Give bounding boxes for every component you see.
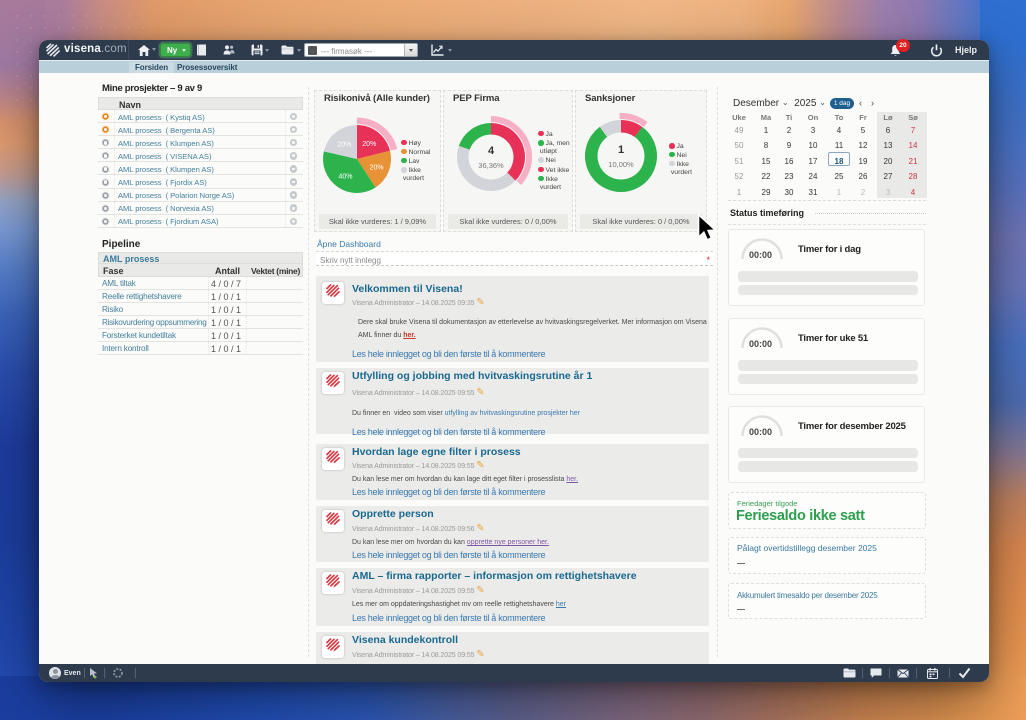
svg-text:1: 1 bbox=[618, 144, 624, 156]
svg-text:4: 4 bbox=[488, 145, 495, 157]
svg-text:20%: 20% bbox=[370, 165, 384, 172]
svg-text:10,00%: 10,00% bbox=[608, 160, 634, 169]
svg-text:40%: 40% bbox=[338, 173, 352, 180]
svg-text:36,36%: 36,36% bbox=[478, 161, 504, 170]
svg-text:20%: 20% bbox=[362, 141, 376, 148]
svg-text:20%: 20% bbox=[337, 142, 351, 149]
